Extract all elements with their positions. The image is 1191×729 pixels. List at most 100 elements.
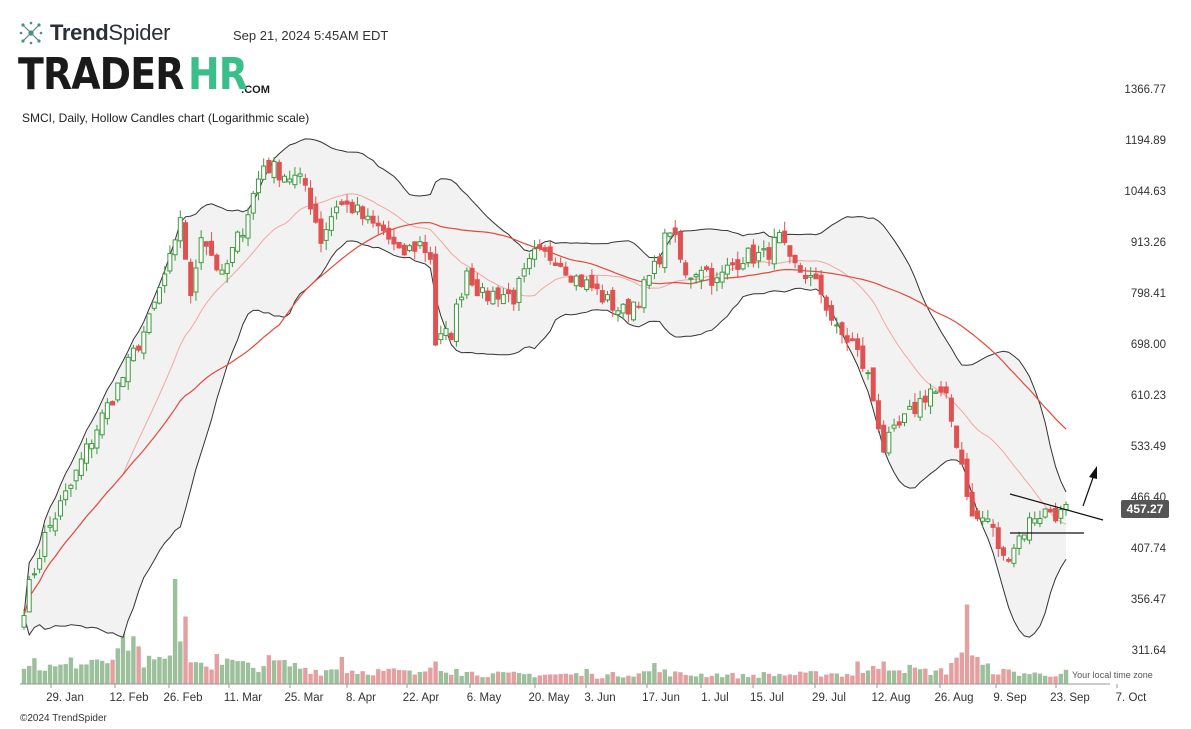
x-tick-label: 11. Mar [224, 692, 262, 704]
candle-body [412, 241, 418, 252]
candle-body [928, 388, 934, 407]
y-tick-label: 356.47 [1131, 594, 1166, 606]
candle-body [360, 206, 366, 220]
candle-body [844, 335, 850, 343]
candle-body [542, 247, 548, 252]
candle-body [797, 265, 803, 273]
volume-bar [433, 661, 438, 684]
candle-body [302, 178, 308, 186]
candle-body [724, 264, 730, 275]
volume-bar [84, 664, 89, 684]
volume-bar [620, 677, 626, 684]
candle-body [896, 421, 902, 426]
volume-bar [27, 666, 32, 684]
volume-bar [787, 674, 793, 684]
volume-bar [360, 671, 365, 684]
volume-bar [891, 670, 897, 684]
candle-body [855, 338, 861, 350]
candle-body [495, 287, 501, 300]
candle-body [677, 231, 683, 260]
volume-bar [141, 667, 147, 684]
volume-bar [464, 671, 470, 684]
candle-body [610, 289, 616, 311]
volume-bar [428, 667, 433, 684]
chart-timestamp: Sep 21, 2024 5:45AM EDT [233, 28, 389, 43]
candle-body [974, 510, 980, 520]
spider-logo-icon [19, 21, 43, 45]
candle-body [865, 372, 871, 375]
candle-body [235, 231, 241, 252]
candle-body [391, 236, 397, 245]
volume-bar [94, 659, 100, 684]
volume-bar [709, 675, 714, 684]
volume-bar [261, 666, 266, 684]
candle-body [912, 401, 918, 415]
bollinger-bands [23, 138, 1067, 638]
candle-body [839, 322, 845, 336]
volume-bar [516, 673, 522, 684]
candle-body [995, 527, 1001, 550]
volume-bar [933, 670, 938, 684]
volume-bar [954, 657, 959, 684]
candle-body [829, 305, 835, 321]
volume-bar [167, 655, 173, 684]
candle-body [651, 260, 657, 274]
volume-bar [1032, 672, 1037, 684]
volume-bar [110, 659, 115, 684]
candle-body [469, 267, 475, 286]
volume-bar [745, 677, 751, 684]
candle-body [151, 301, 157, 309]
candle-body [401, 244, 407, 256]
candle-body [849, 338, 855, 342]
candle-body [42, 531, 48, 557]
logo-hr-text: HR [188, 49, 248, 100]
candle-body [26, 579, 32, 613]
volume-bar [475, 675, 480, 684]
volume-bar [1011, 671, 1017, 684]
candle-body [1027, 517, 1033, 541]
candle-body [255, 178, 261, 194]
candle-body [933, 391, 939, 394]
volume-bar [277, 660, 282, 684]
candle-body [375, 222, 381, 227]
volume-bar [897, 670, 902, 684]
candle-body [943, 386, 949, 394]
volume-bar [506, 672, 511, 684]
candle-body [110, 401, 116, 406]
volume-bar [777, 673, 782, 684]
volume-bar [839, 676, 845, 684]
candle-body [719, 271, 725, 283]
candle-body [813, 273, 819, 280]
candle-body [443, 328, 449, 336]
candle-body [1047, 508, 1053, 513]
candle-body [672, 227, 678, 236]
logo-com-text: .COM [241, 84, 270, 96]
volume-bar [959, 652, 964, 684]
volume-bar [501, 672, 506, 684]
candle-body [667, 232, 673, 237]
candle-body [990, 523, 996, 528]
candle-body [245, 214, 251, 239]
volume-bar [719, 677, 725, 684]
candle-body [188, 261, 194, 297]
volume-bar [699, 673, 704, 684]
candle-body [506, 289, 512, 295]
candle-body [292, 174, 298, 186]
volume-bar [256, 672, 261, 684]
y-tick-label: 1044.63 [1124, 186, 1166, 198]
volume-bar [1001, 668, 1006, 684]
candle-body [1037, 517, 1043, 524]
volume-bar [370, 675, 376, 684]
volume-bar [834, 673, 839, 684]
candle-body [1053, 507, 1059, 522]
x-tick-label: 12. Feb [110, 692, 149, 704]
volume-bar [818, 676, 824, 684]
volume-bar [323, 670, 329, 684]
volume-bar [766, 673, 772, 684]
candle-body [459, 296, 465, 301]
candle-body [474, 279, 480, 297]
volume-bar [485, 677, 490, 684]
volume-bar [714, 673, 720, 684]
volume-bar [980, 664, 985, 684]
